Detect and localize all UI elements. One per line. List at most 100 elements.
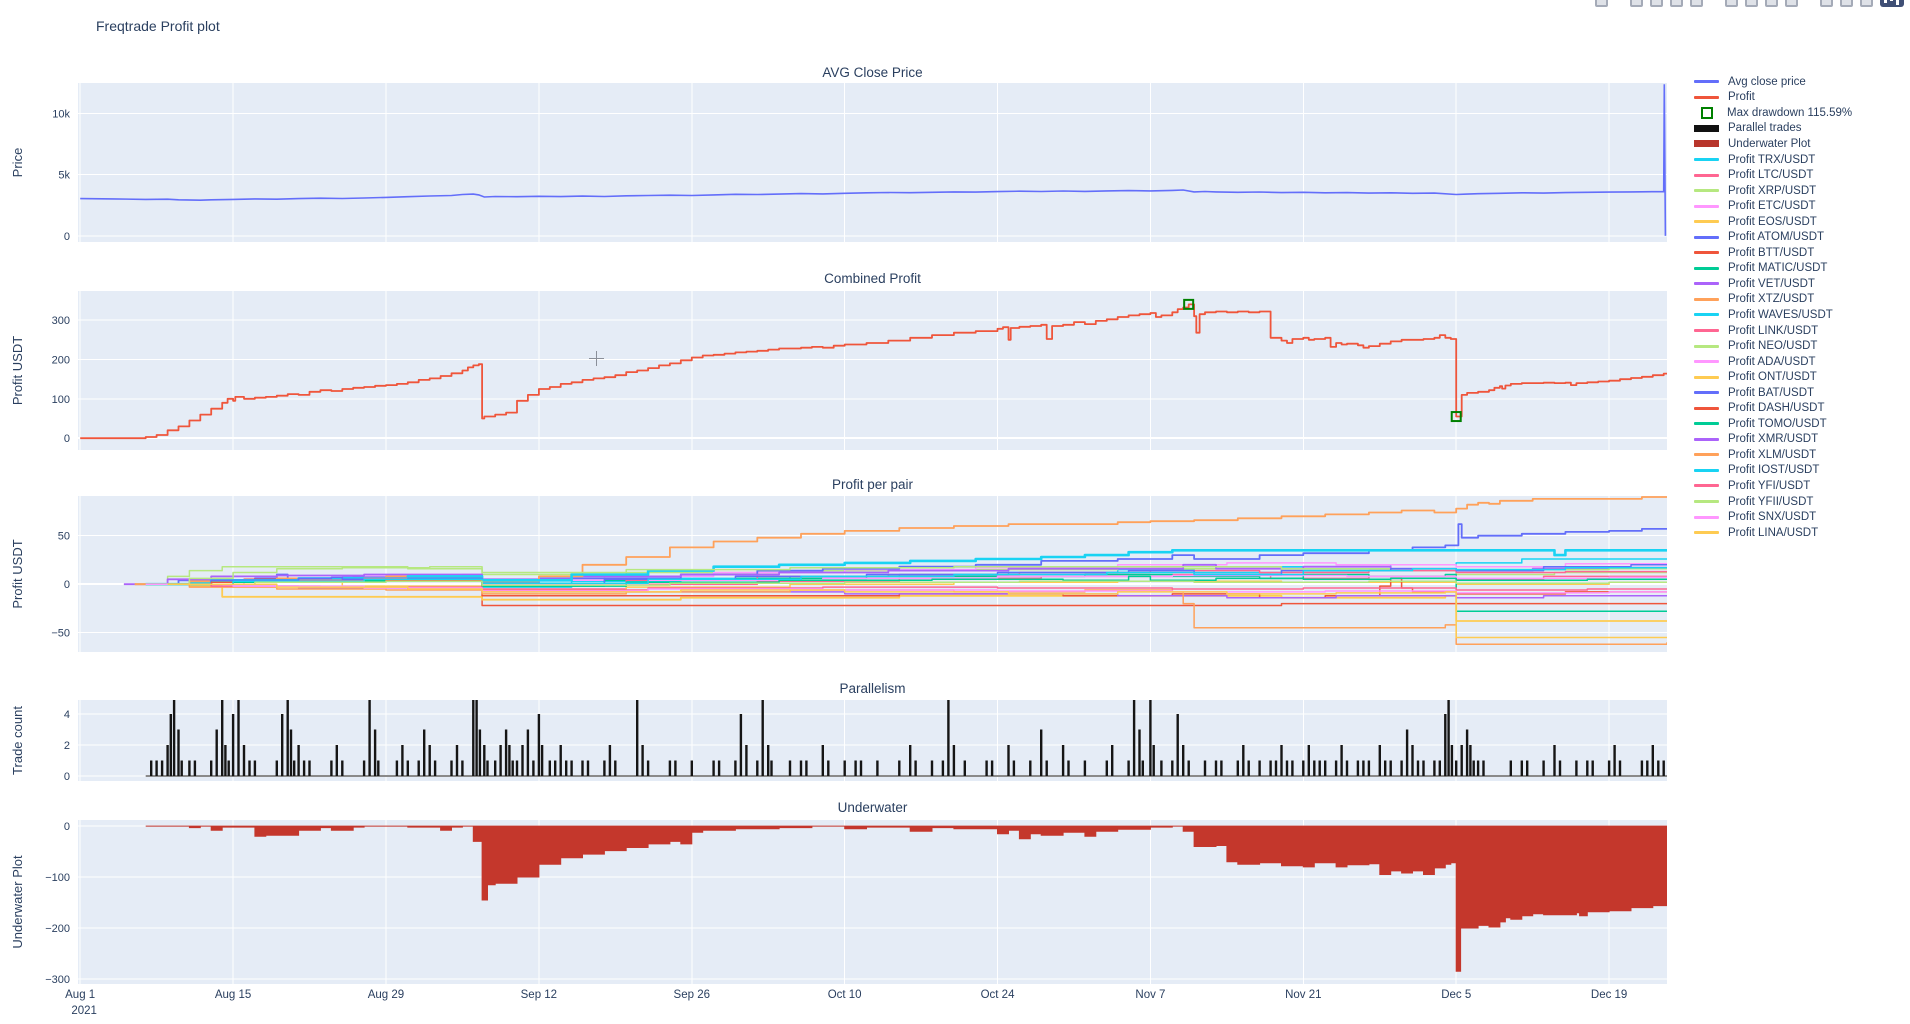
modebar-zoom-in-icon[interactable] (1725, 0, 1738, 7)
legend-swatch-icon (1701, 106, 1713, 119)
legend-item-profit-trx-usdt[interactable]: Profit TRX/USDT (1694, 152, 1908, 168)
legend-swatch-icon (1694, 344, 1719, 348)
plotly-logo[interactable] (1880, 0, 1904, 7)
legend-swatch-icon (1694, 204, 1719, 208)
subplot-avg-close-price[interactable]: 10k 5k 0 AVG Close Price Price (10, 65, 1667, 243)
modebar-lasso-select-icon[interactable] (1690, 0, 1703, 7)
y-axis-label-parallelism: Trade count (10, 706, 25, 775)
legend-swatch-icon (1694, 158, 1719, 161)
legend-item-profit-waves-usdt[interactable]: Profit WAVES/USDT (1694, 307, 1908, 323)
legend-swatch-icon (1694, 406, 1719, 410)
legend-swatch-icon (1694, 124, 1719, 132)
y-tick-label: 2 (64, 740, 70, 752)
modebar-hover-compare-icon[interactable] (1860, 0, 1873, 7)
modebar-autoscale-icon[interactable] (1765, 0, 1778, 7)
x-tick-label: Nov 7 (1135, 989, 1165, 1001)
legend-label: Profit VET/USDT (1728, 277, 1815, 290)
legend-swatch-icon (1694, 468, 1719, 472)
legend-swatch-icon (1694, 80, 1719, 84)
legend-item-profit-lina-usdt[interactable]: Profit LINA/USDT (1694, 525, 1908, 541)
subplot-combined-profit[interactable]: 300 200 100 0 Combined Profit Profit USDT (10, 271, 1667, 450)
legend-item-profit-etc-usdt[interactable]: Profit ETC/USDT (1694, 198, 1908, 214)
legend-item-profit-atom-usdt[interactable]: Profit ATOM/USDT (1694, 229, 1908, 245)
legend-item-profit-yfii-usdt[interactable]: Profit YFII/USDT (1694, 494, 1908, 510)
legend-item-parallel-trades[interactable]: Parallel trades (1694, 121, 1908, 137)
modebar-zoom-icon[interactable] (1630, 0, 1643, 7)
legend-item-profit-dash-usdt[interactable]: Profit DASH/USDT (1694, 400, 1908, 416)
legend-label: Profit XMR/USDT (1728, 433, 1819, 446)
subplot-parallelism[interactable]: 4 2 0 Parallelism Trade count (10, 681, 1667, 783)
legend-item-profit-yfi-usdt[interactable]: Profit YFI/USDT (1694, 478, 1908, 494)
subplot-title-profit-per-pair: Profit per pair (832, 477, 914, 492)
y-tick-label: 300 (52, 315, 70, 327)
legend-swatch-icon (1694, 360, 1719, 364)
legend-swatch-icon (1694, 422, 1719, 426)
modebar-zoom-out-icon[interactable] (1745, 0, 1758, 7)
legend-label: Profit ONT/USDT (1728, 371, 1817, 384)
legend-label: Profit TRX/USDT (1728, 153, 1816, 166)
legend-item-profit-ltc-usdt[interactable]: Profit LTC/USDT (1694, 167, 1908, 183)
subplot-profit-per-pair[interactable]: 50 0 −50 Profit per pair Profit USDT (10, 477, 1667, 652)
legend-label: Profit XRP/USDT (1728, 184, 1817, 197)
legend-item-profit-vet-usdt[interactable]: Profit VET/USDT (1694, 276, 1908, 292)
x-tick-label: Aug 29 (368, 989, 404, 1001)
legend-label: Profit (1728, 91, 1755, 104)
legend-item-profit-eos-usdt[interactable]: Profit EOS/USDT (1694, 214, 1908, 230)
legend-swatch-icon (1694, 453, 1719, 457)
y-tick-label: 100 (52, 394, 70, 406)
series-Profit (80, 303, 1667, 440)
legend-swatch-icon (1694, 282, 1719, 286)
legend-item-max-drawdown-115-59-[interactable]: Max drawdown 115.59% (1694, 105, 1908, 121)
y-tick-label: 0 (64, 231, 70, 243)
modebar-pan-icon[interactable] (1650, 0, 1663, 7)
legend-item-profit-tomo-usdt[interactable]: Profit TOMO/USDT (1694, 416, 1908, 432)
series-Profit YFII/USDT (145, 580, 1667, 586)
legend-item-profit-xrp-usdt[interactable]: Profit XRP/USDT (1694, 183, 1908, 199)
legend-swatch-icon (1694, 140, 1719, 148)
legend-item-profit-ont-usdt[interactable]: Profit ONT/USDT (1694, 369, 1908, 385)
legend-item-profit-xmr-usdt[interactable]: Profit XMR/USDT (1694, 432, 1908, 448)
legend-swatch-icon (1694, 329, 1719, 333)
y-tick-label: −50 (51, 628, 70, 640)
modebar-hover-closest-icon[interactable] (1840, 0, 1853, 7)
series-Profit LINA/USDT (167, 583, 1667, 639)
modebar-box-select-icon[interactable] (1670, 0, 1683, 7)
legend-item-profit-xlm-usdt[interactable]: Profit XLM/USDT (1694, 447, 1908, 463)
y-tick-label: −300 (45, 974, 70, 986)
page-title: Freqtrade Profit plot (96, 18, 220, 34)
modebar-camera-icon[interactable] (1595, 0, 1608, 7)
subplot-underwater[interactable]: 0 −100 −200 −300 Underwater Underwater Plot (10, 800, 1667, 986)
legend-item-profit-xtz-usdt[interactable]: Profit XTZ/USDT (1694, 292, 1908, 308)
legend-item-underwater-plot[interactable]: Underwater Plot (1694, 136, 1908, 152)
legend-item-profit-bat-usdt[interactable]: Profit BAT/USDT (1694, 385, 1908, 401)
modebar-toggle-spikelines-icon[interactable] (1820, 0, 1833, 7)
legend-item-profit-link-usdt[interactable]: Profit LINK/USDT (1694, 323, 1908, 339)
series-Profit XTZ/USDT (134, 496, 1667, 586)
legend-label: Profit TOMO/USDT (1728, 417, 1827, 430)
y-axis-label-underwater: Underwater Plot (10, 855, 25, 949)
legend-item-avg-close-price[interactable]: Avg close price (1694, 74, 1908, 90)
x-tick-sublabel: 2021 (71, 1005, 97, 1017)
legend-item-profit[interactable]: Profit (1694, 90, 1908, 106)
series-Profit XLM/USDT (134, 583, 1667, 645)
legend-item-profit-ada-usdt[interactable]: Profit ADA/USDT (1694, 354, 1908, 370)
legend-label: Profit XTZ/USDT (1728, 293, 1815, 306)
legend-swatch-icon (1694, 95, 1719, 99)
legend-label: Profit LINA/USDT (1728, 526, 1819, 539)
x-tick-label: Nov 21 (1285, 989, 1321, 1001)
legend-item-profit-btt-usdt[interactable]: Profit BTT/USDT (1694, 245, 1908, 261)
modebar-reset-axes-icon[interactable] (1785, 0, 1798, 7)
legend-item-profit-neo-usdt[interactable]: Profit NEO/USDT (1694, 338, 1908, 354)
y-tick-label: 0 (64, 771, 70, 783)
legend-label: Profit MATIC/USDT (1728, 262, 1828, 275)
legend-item-profit-matic-usdt[interactable]: Profit MATIC/USDT (1694, 261, 1908, 277)
series-Avg close price (80, 84, 1667, 236)
legend-item-profit-iost-usdt[interactable]: Profit IOST/USDT (1694, 463, 1908, 479)
legend-swatch-icon (1694, 235, 1719, 239)
y-tick-label: 5k (58, 170, 70, 182)
legend-item-profit-snx-usdt[interactable]: Profit SNX/USDT (1694, 509, 1908, 525)
legend-label: Max drawdown 115.59% (1727, 106, 1853, 119)
x-tick-label: Dec 19 (1591, 989, 1627, 1001)
